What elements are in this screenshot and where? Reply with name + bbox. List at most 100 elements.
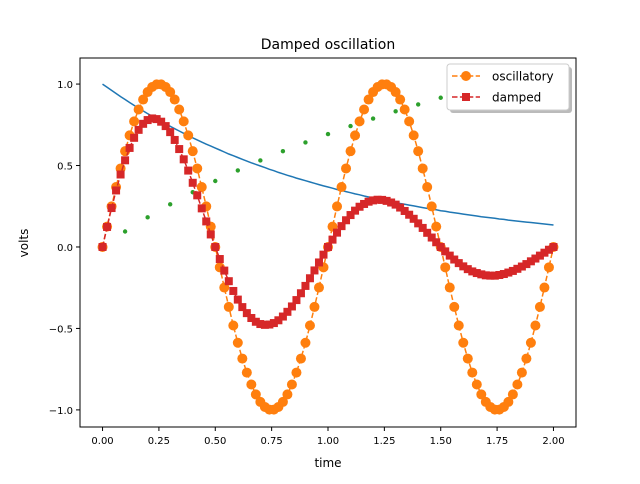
data-point <box>441 247 450 256</box>
x-tick-label: 0.00 <box>91 436 113 447</box>
data-point <box>192 163 203 174</box>
data-point <box>359 104 370 115</box>
data-point <box>504 268 513 277</box>
data-point <box>390 87 401 98</box>
data-point <box>413 146 424 157</box>
legend-marker-damped <box>462 93 470 101</box>
series-line-0 <box>102 83 554 226</box>
data-point <box>310 266 319 275</box>
data-point <box>544 245 553 254</box>
data-point <box>202 217 211 226</box>
data-point <box>250 389 261 400</box>
data-point <box>112 186 121 195</box>
data-point <box>521 353 532 364</box>
data-point <box>122 229 128 234</box>
data-point <box>423 228 432 237</box>
data-point <box>539 282 550 293</box>
data-point <box>291 367 302 378</box>
data-point <box>369 196 378 205</box>
data-point <box>251 317 260 326</box>
data-point <box>454 259 463 268</box>
series-damped <box>98 114 558 329</box>
data-point <box>354 116 365 127</box>
data-point <box>472 269 481 278</box>
y-tick-label: 0.5 <box>57 162 73 173</box>
data-point <box>167 202 173 207</box>
data-point <box>247 314 256 323</box>
data-point <box>296 289 305 298</box>
data-point <box>134 125 143 134</box>
data-point <box>393 109 398 114</box>
data-point <box>517 262 526 271</box>
data-point <box>179 155 188 164</box>
data-point <box>336 182 347 193</box>
data-point <box>363 94 374 105</box>
data-point <box>382 196 391 205</box>
data-point <box>98 242 107 251</box>
data-point <box>436 242 445 251</box>
data-point <box>274 316 283 325</box>
data-point <box>228 320 239 331</box>
data-point <box>468 267 477 276</box>
data-point <box>232 337 243 348</box>
data-point <box>477 270 486 279</box>
data-point <box>193 191 202 200</box>
data-point <box>242 309 251 318</box>
data-point <box>145 215 150 220</box>
data-point <box>197 204 206 213</box>
y-tick-label: −0.5 <box>49 324 73 335</box>
data-point <box>328 235 337 244</box>
data-point <box>157 117 166 126</box>
data-point <box>187 146 198 157</box>
data-point <box>280 148 286 154</box>
data-point <box>346 211 355 220</box>
data-point <box>387 198 396 207</box>
data-point <box>540 248 549 257</box>
axis-ticks: 0.00 0.25 0.50 0.75 1.00 1.25 1.50 1.75 2.00 −1.0… <box>49 80 565 447</box>
data-point <box>522 260 531 269</box>
data-point <box>449 301 460 312</box>
data-point <box>278 312 287 321</box>
data-point <box>301 281 310 290</box>
data-point <box>325 131 331 137</box>
data-point <box>319 250 328 259</box>
series-line <box>102 83 554 226</box>
data-point <box>503 396 514 407</box>
data-point <box>432 238 441 247</box>
x-tick-label: 0.50 <box>204 436 226 447</box>
data-point <box>440 262 451 273</box>
data-point <box>314 258 323 267</box>
data-point <box>206 230 215 239</box>
data-point <box>350 130 361 141</box>
data-point <box>170 135 179 144</box>
data-point <box>238 303 247 312</box>
data-point <box>139 119 148 128</box>
data-point <box>355 202 364 211</box>
data-point <box>148 114 157 123</box>
data-point <box>507 389 518 400</box>
data-point <box>486 271 495 280</box>
data-point <box>246 379 257 390</box>
data-point <box>233 295 242 304</box>
data-point <box>525 337 536 348</box>
data-point <box>531 254 540 263</box>
data-point <box>175 145 184 154</box>
data-point <box>269 319 278 328</box>
series-line <box>101 117 554 326</box>
data-point <box>391 200 400 209</box>
data-point <box>121 156 130 165</box>
data-point <box>324 242 332 251</box>
data-point <box>292 296 301 305</box>
data-point <box>530 320 541 331</box>
data-point <box>107 204 116 213</box>
x-tick-label: 0.25 <box>148 436 170 447</box>
data-point <box>348 123 353 129</box>
data-point <box>341 163 352 174</box>
data-point <box>414 219 423 228</box>
data-point <box>378 195 387 204</box>
data-point <box>445 251 454 260</box>
data-point <box>265 320 274 329</box>
legend: oscillatory damped <box>446 63 572 113</box>
data-point <box>422 182 433 193</box>
